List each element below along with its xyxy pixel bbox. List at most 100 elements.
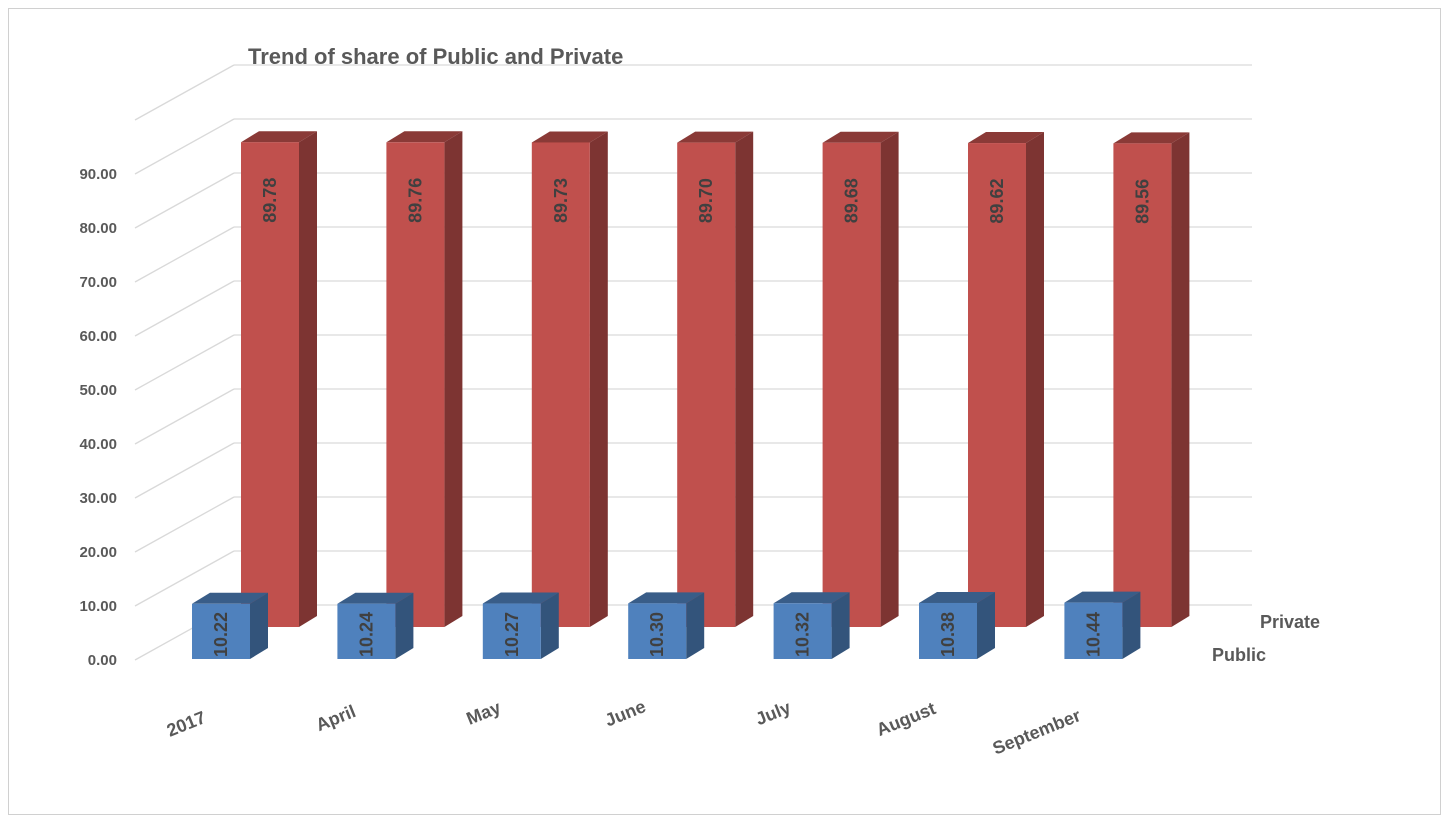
bar-public: 10.38 <box>919 591 995 659</box>
bar-side <box>250 592 268 659</box>
x-tick-label: August <box>874 698 939 740</box>
bar-front <box>192 603 250 659</box>
data-label: 89.78 <box>260 178 280 223</box>
bar-front <box>482 603 541 659</box>
data-label: 10.27 <box>502 612 522 657</box>
bar-public: 10.22 <box>192 592 268 659</box>
bar-public: 10.44 <box>1064 591 1141 659</box>
bar-top <box>192 592 268 604</box>
bar-top <box>1064 591 1141 603</box>
data-label: 89.70 <box>696 178 716 223</box>
bar-private: 89.70 <box>677 131 754 627</box>
y-axis: 0.00 10.00 20.00 30.00 40.00 50.00 60.00 70.00 8… <box>79 166 117 669</box>
gridline <box>134 118 235 175</box>
bar-side <box>1026 132 1044 627</box>
bar-front <box>241 142 299 628</box>
bar-top <box>337 592 414 604</box>
data-label: 10.38 <box>938 612 958 657</box>
bar-private: 89.68 <box>822 131 899 627</box>
bar-side <box>589 131 608 627</box>
bar-top <box>531 131 608 143</box>
chart-frame <box>8 8 1441 815</box>
bar-top <box>628 592 705 604</box>
bar-top <box>241 131 317 143</box>
bar-side <box>444 131 463 627</box>
gridline <box>134 388 235 445</box>
bar-top <box>822 131 899 143</box>
bar-side <box>1171 132 1190 627</box>
y-tick-label: 60.00 <box>79 328 117 345</box>
bar-top <box>919 591 995 603</box>
bar-side <box>880 131 899 627</box>
data-label: 10.44 <box>1083 612 1103 657</box>
bar-private: 89.78 <box>241 131 317 628</box>
y-tick-label: 40.00 <box>79 436 117 453</box>
bar-front <box>822 142 881 627</box>
x-tick-label: May <box>464 697 504 729</box>
private-series: 89.78 89.76 89.73 89.70 89.68 89.62 89.56 <box>241 131 1190 628</box>
x-tick-label: July <box>753 697 794 729</box>
bar-side <box>977 591 995 659</box>
y-tick-label: 90.00 <box>79 166 117 183</box>
bar-top <box>968 132 1044 144</box>
bar-public: 10.30 <box>628 592 705 659</box>
bar-public: 10.32 <box>773 592 850 659</box>
data-label: 10.32 <box>793 612 813 657</box>
bar-front <box>677 142 736 627</box>
bar-front <box>968 143 1026 627</box>
bar-top <box>386 131 463 143</box>
bar-private: 89.76 <box>386 131 463 627</box>
gridline <box>134 226 235 283</box>
series-axis: Private Public <box>1212 612 1320 665</box>
bar-private: 89.62 <box>968 132 1044 627</box>
bar-side <box>1122 591 1141 659</box>
bar-top <box>677 131 754 143</box>
gridline <box>134 64 235 121</box>
bar-side <box>540 592 559 659</box>
bar-front <box>337 603 396 659</box>
x-tick-label: 2017 <box>164 707 209 741</box>
bar-public: 10.27 <box>482 592 559 659</box>
data-label: 89.76 <box>405 178 425 223</box>
bar-side <box>686 592 705 659</box>
series-label-public: Public <box>1212 645 1266 665</box>
bar-top <box>773 592 850 604</box>
gridline <box>134 550 235 607</box>
bar-front <box>773 603 832 659</box>
gridline <box>134 442 235 499</box>
y-tick-label: 10.00 <box>79 598 117 615</box>
y-tick-label: 20.00 <box>79 544 117 561</box>
data-label: 89.68 <box>842 178 862 223</box>
gridline <box>134 280 235 337</box>
x-tick-label: April <box>313 701 359 735</box>
bar-top <box>1113 132 1190 144</box>
y-tick-label: 70.00 <box>79 274 117 291</box>
bar-front <box>386 142 445 627</box>
bar-private: 89.73 <box>531 131 608 627</box>
bar-front <box>1064 602 1123 659</box>
x-tick-label: June <box>602 696 648 730</box>
y-tick-label: 0.00 <box>88 652 117 669</box>
bar-side <box>735 131 754 627</box>
bar-side <box>831 592 850 659</box>
bar-public: 10.24 <box>337 592 414 659</box>
y-tick-label: 30.00 <box>79 490 117 507</box>
bar-top <box>482 592 559 604</box>
data-label: 10.30 <box>647 612 667 657</box>
y-tick-label: 50.00 <box>79 382 117 399</box>
gridline <box>134 334 235 391</box>
bar-front <box>531 142 590 627</box>
y-tick-label: 80.00 <box>79 220 117 237</box>
series-label-private: Private <box>1260 612 1320 632</box>
gridline <box>134 172 235 229</box>
data-label: 10.24 <box>356 612 376 657</box>
data-label: 89.73 <box>551 178 571 223</box>
bar-front <box>1113 143 1172 627</box>
data-label: 89.62 <box>987 179 1007 224</box>
x-axis: 2017 April May June July August September <box>164 696 1084 758</box>
x-tick-label: September <box>990 705 1084 758</box>
gridline <box>134 496 235 553</box>
bar-side <box>395 592 414 659</box>
bar-front <box>628 603 687 659</box>
